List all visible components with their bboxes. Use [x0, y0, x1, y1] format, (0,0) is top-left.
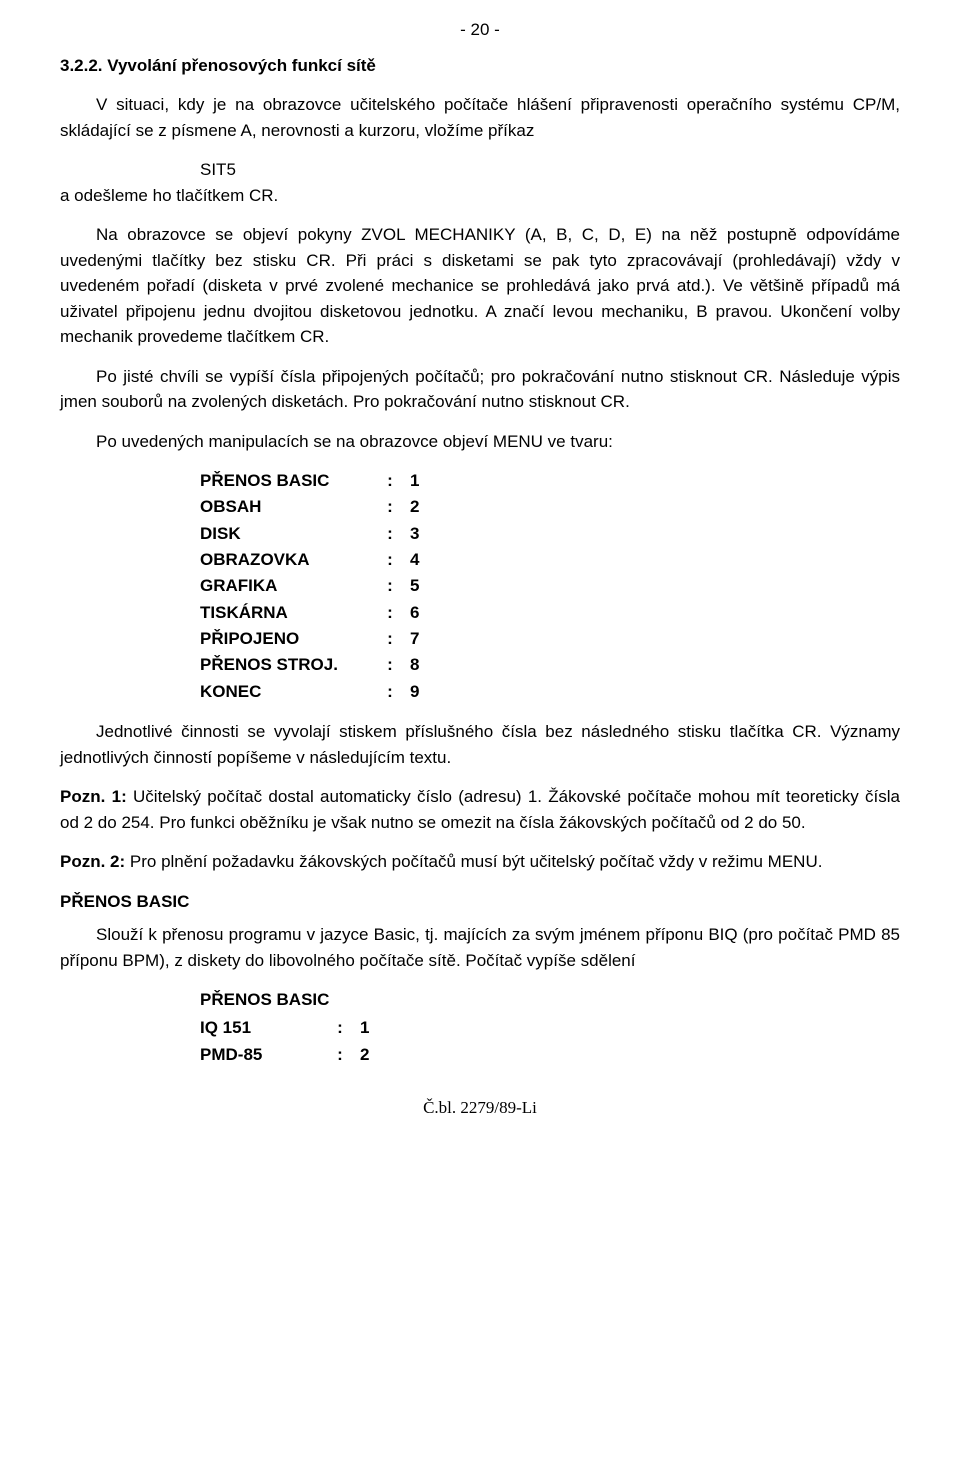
menu-colon: :	[370, 652, 410, 678]
para-1b: a odešleme ho tlačítkem CR.	[60, 183, 900, 209]
page-number: - 20 -	[60, 20, 900, 40]
menu-val: 6	[410, 600, 450, 626]
pozn-1-text: Učitelský počítač dostal automaticky čís…	[60, 787, 900, 832]
menu-row: GRAFIKA : 5	[200, 573, 900, 599]
para-2: Na obrazovce se objeví pokyny ZVOL MECHA…	[60, 222, 900, 350]
pozn-2-label: Pozn. 2:	[60, 852, 125, 871]
menu-val: 2	[410, 494, 450, 520]
menu-label: TISKÁRNA	[200, 600, 370, 626]
prenos-block-title: PŘENOS BASIC	[200, 987, 900, 1013]
prenos-para: Slouží k přenosu programu v jazyce Basic…	[60, 922, 900, 973]
menu-val: 8	[410, 652, 450, 678]
pozn-2-text: Pro plnění požadavku žákovských počítačů…	[125, 852, 822, 871]
prenos-heading: PŘENOS BASIC	[60, 889, 900, 915]
sit5-command: SIT5	[200, 157, 900, 183]
prenos-val: 1	[360, 1015, 400, 1041]
menu-label: KONEC	[200, 679, 370, 705]
prenos-label: PMD-85	[200, 1042, 320, 1068]
menu-colon: :	[370, 626, 410, 652]
menu-label: OBRAZOVKA	[200, 547, 370, 573]
footer: Č.bl. 2279/89-Li	[60, 1098, 900, 1118]
menu-val: 9	[410, 679, 450, 705]
menu-row: KONEC : 9	[200, 679, 900, 705]
section-title: 3.2.2. Vyvolání přenosových funkcí sítě	[60, 56, 900, 76]
menu-val: 1	[410, 468, 450, 494]
menu-val: 7	[410, 626, 450, 652]
menu-row: PŘENOS BASIC : 1	[200, 468, 900, 494]
pozn-1: Pozn. 1: Učitelský počítač dostal automa…	[60, 784, 900, 835]
menu-label: PŘENOS BASIC	[200, 468, 370, 494]
menu-row: PŘENOS STROJ. : 8	[200, 652, 900, 678]
menu-label: DISK	[200, 521, 370, 547]
prenos-label: IQ 151	[200, 1015, 320, 1041]
menu-val: 5	[410, 573, 450, 599]
menu-colon: :	[370, 600, 410, 626]
menu-label: PŘENOS STROJ.	[200, 652, 370, 678]
page: - 20 - 3.2.2. Vyvolání přenosových funkc…	[0, 0, 960, 1473]
menu-row: PŘIPOJENO : 7	[200, 626, 900, 652]
menu-row: TISKÁRNA : 6	[200, 600, 900, 626]
prenos-row: PMD-85 : 2	[200, 1042, 900, 1068]
prenos-row: IQ 151 : 1	[200, 1015, 900, 1041]
prenos-val: 2	[360, 1042, 400, 1068]
menu-colon: :	[370, 573, 410, 599]
menu-colon: :	[370, 494, 410, 520]
menu-colon: :	[370, 547, 410, 573]
menu-val: 4	[410, 547, 450, 573]
menu-row: OBRAZOVKA : 4	[200, 547, 900, 573]
para-3: Po jisté chvíli se vypíší čísla připojen…	[60, 364, 900, 415]
prenos-colon: :	[320, 1015, 360, 1041]
menu-label: GRAFIKA	[200, 573, 370, 599]
para-1a: V situaci, kdy je na obrazovce učitelské…	[60, 92, 900, 143]
menu-label: OBSAH	[200, 494, 370, 520]
menu-colon: :	[370, 679, 410, 705]
menu-colon: :	[370, 468, 410, 494]
prenos-block: PŘENOS BASIC IQ 151 : 1 PMD-85 : 2	[200, 987, 900, 1068]
menu-row: DISK : 3	[200, 521, 900, 547]
menu-label: PŘIPOJENO	[200, 626, 370, 652]
menu-val: 3	[410, 521, 450, 547]
pozn-1-label: Pozn. 1:	[60, 787, 127, 806]
pozn-2: Pozn. 2: Pro plnění požadavku žákovských…	[60, 849, 900, 875]
menu-row: OBSAH : 2	[200, 494, 900, 520]
menu-table: PŘENOS BASIC : 1 OBSAH : 2 DISK : 3 OBRA…	[200, 468, 900, 705]
prenos-colon: :	[320, 1042, 360, 1068]
para-5: Jednotlivé činnosti se vyvolají stiskem …	[60, 719, 900, 770]
para-4: Po uvedených manipulacích se na obrazovc…	[60, 429, 900, 455]
menu-colon: :	[370, 521, 410, 547]
